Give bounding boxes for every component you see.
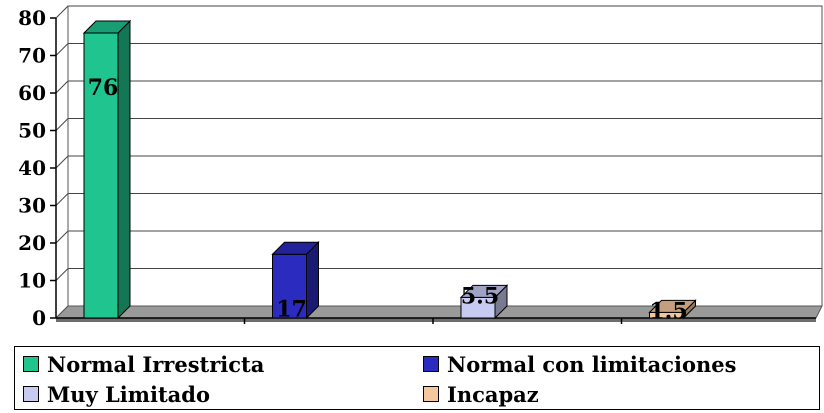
y-tick-label: 20 (18, 231, 46, 255)
data-label: 17 (276, 296, 307, 322)
y-tick-label: 40 (18, 156, 46, 180)
y-tick-label: 30 (18, 194, 46, 218)
axes (50, 6, 816, 324)
data-label: 76 (88, 75, 119, 101)
gridline-side (55, 118, 69, 131)
y-tick-label: 10 (18, 269, 46, 293)
y-tick-label: 60 (18, 81, 46, 105)
gridline-side (55, 268, 69, 281)
gridline-side (55, 230, 69, 244)
y-tick-label: 0 (32, 306, 46, 330)
y-tick-label: 50 (18, 119, 46, 143)
bar-top (82, 20, 132, 34)
bar-top (459, 284, 509, 298)
bar-0 (82, 19, 132, 320)
legend-swatch (423, 386, 439, 402)
bar-1 (271, 241, 320, 320)
legend-swatch (23, 356, 39, 372)
legend-item-muy-limitado: Muy Limitado (23, 379, 423, 409)
data-label: 5.5 (461, 283, 499, 309)
legend-item-incapaz: Incapaz (423, 379, 823, 409)
bar-side (306, 241, 319, 320)
bar-front (83, 32, 119, 319)
floor-top (54, 305, 823, 319)
y-tick-labels: 0 10 20 30 40 50 60 70 80 (18, 6, 46, 330)
bar-chart: 0 10 20 30 40 50 60 70 80 76 17 5.5 1.5 (18, 5, 823, 330)
gridline-side (55, 5, 69, 19)
legend-swatch (423, 356, 439, 372)
gridline-side (55, 43, 69, 56)
bar-front (272, 253, 307, 319)
legend: Normal Irrestricta Normal con limitacion… (14, 346, 820, 410)
chart-floor (54, 305, 823, 322)
floor-front (56, 318, 816, 322)
y-tick-label: 70 (18, 44, 46, 68)
legend-label: Incapaz (447, 381, 539, 407)
bars (82, 19, 697, 320)
bar-3 (648, 299, 697, 320)
bar-top (271, 241, 320, 255)
data-labels: 76 17 5.5 1.5 (88, 75, 688, 324)
gridline-side (55, 80, 69, 94)
y-tick-label: 80 (18, 6, 46, 30)
legend-label: Normal Irrestricta (47, 351, 265, 377)
gridline-side (55, 193, 69, 206)
legend-item-normal-irrestricta: Normal Irrestricta (23, 349, 423, 379)
gridline-side (55, 155, 69, 169)
data-label: 1.5 (649, 298, 687, 324)
bar-top (648, 299, 697, 313)
bar-side (117, 19, 131, 320)
legend-item-normal-con-limitaciones: Normal con limitaciones (423, 349, 823, 379)
legend-label: Muy Limitado (47, 381, 210, 407)
bar-2 (459, 284, 509, 320)
legend-label: Normal con limitaciones (447, 351, 737, 377)
legend-swatch (23, 386, 39, 402)
